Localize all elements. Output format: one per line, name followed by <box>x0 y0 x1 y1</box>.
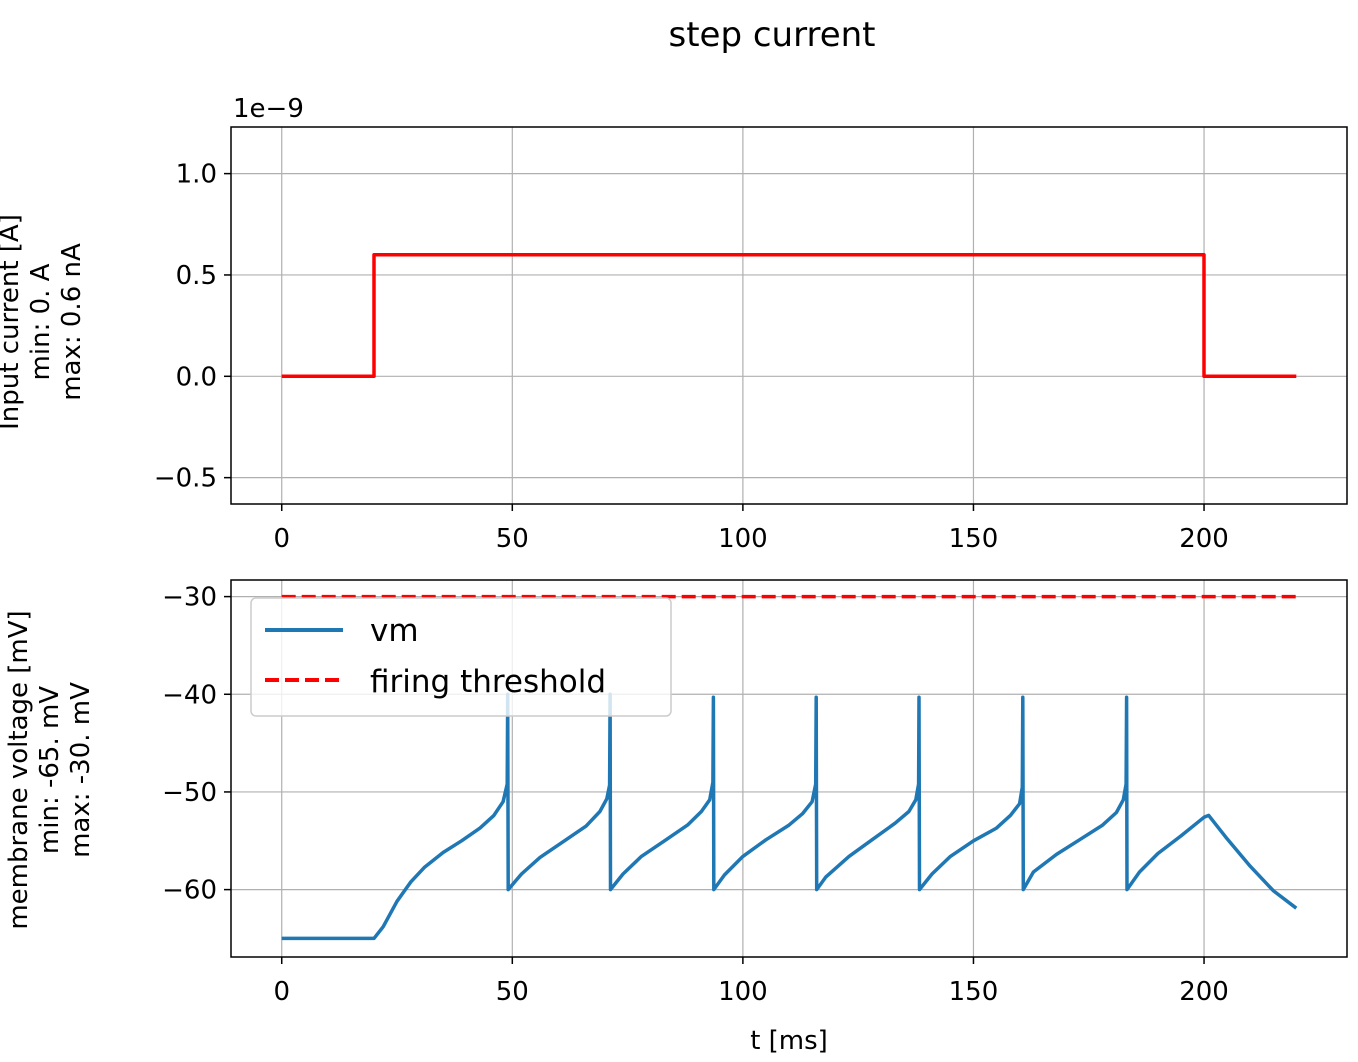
top-offset-text: 1e−9 <box>233 94 304 124</box>
top-axes-frame <box>230 126 1348 505</box>
top-x-tick-label: 50 <box>496 524 529 554</box>
bottom-x-tick-label: 100 <box>718 977 768 1007</box>
legend: vm firing threshold <box>250 597 672 717</box>
bottom-x-tick-label: 50 <box>496 977 529 1007</box>
legend-box <box>250 597 672 717</box>
bottom-y-label-line: max: -30. mV <box>66 682 96 858</box>
bottom-axes-frame <box>230 579 1348 958</box>
top-y-tick-label: 0.5 <box>176 261 217 291</box>
top-x-tick-label: 0 <box>273 524 290 554</box>
legend-label-vm: vm <box>370 613 419 649</box>
bottom-x-tick-label: 150 <box>949 977 999 1007</box>
top-panel: 0 50 100 150 200 −0.5 0.0 0.5 1.0 1e−9 Input cur… <box>0 94 1348 554</box>
top-grid <box>231 127 1347 504</box>
bottom-ticks: 0 50 100 150 200 −60 −50 −40 −30 <box>162 583 1229 1007</box>
top-x-tick-label: 200 <box>1179 524 1229 554</box>
bottom-x-axis-label: t [ms] <box>750 1026 828 1056</box>
top-y-tick-label: −0.5 <box>154 464 217 494</box>
bottom-x-tick-label: 0 <box>273 977 290 1007</box>
bottom-y-axis-label: membrane voltage [mV]min: -65. mVmax: -3… <box>4 610 96 929</box>
top-y-tick-label: 1.0 <box>176 160 217 190</box>
bottom-y-tick-label: −60 <box>162 876 217 906</box>
top-series-line-0 <box>281 252 1297 379</box>
bottom-series-vm <box>281 692 1298 941</box>
bottom-y-tick-label: −30 <box>162 583 217 613</box>
chart-title: step current <box>668 15 875 55</box>
top-y-tick-label: 0.0 <box>176 362 217 392</box>
bottom-series <box>281 594 1298 941</box>
legend-label-firing-threshold: firing threshold <box>370 664 606 700</box>
top-ticks: 0 50 100 150 200 −0.5 0.0 0.5 1.0 <box>154 160 1229 554</box>
top-series <box>281 252 1297 379</box>
bottom-x-tick-label: 200 <box>1179 977 1229 1007</box>
top-x-tick-label: 150 <box>949 524 999 554</box>
top-y-axis-label: Input current [A]min: 0. Amax: 0.6 nA <box>0 214 87 430</box>
bottom-y-label-line: min: -65. mV <box>35 686 65 854</box>
top-y-label-line: min: 0. A <box>26 263 56 380</box>
bottom-panel: 0 50 100 150 200 −60 −50 −40 −30 membrane voltag… <box>4 579 1348 1056</box>
top-y-label-line: max: 0.6 nA <box>57 243 87 401</box>
top-x-tick-label: 100 <box>718 524 768 554</box>
top-y-label-line: Input current [A] <box>0 214 25 430</box>
bottom-y-label-line: membrane voltage [mV] <box>4 610 34 929</box>
bottom-y-tick-label: −50 <box>162 778 217 808</box>
bottom-y-tick-label: −40 <box>162 680 217 710</box>
